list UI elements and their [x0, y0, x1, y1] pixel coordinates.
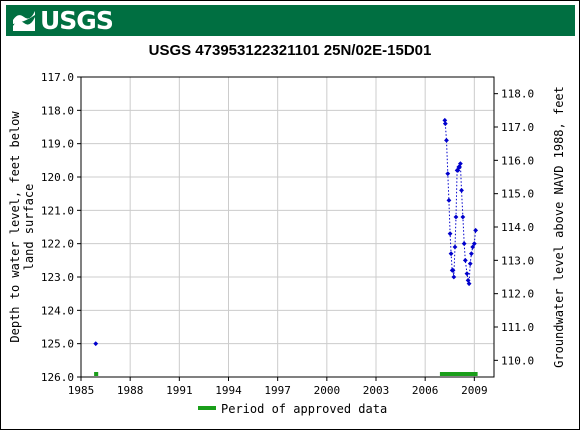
y-right-tick-label: 113.0	[501, 254, 534, 267]
y-right-tick-label: 110.0	[501, 354, 534, 367]
data-point	[453, 214, 459, 220]
usgs-wave-icon	[13, 10, 35, 31]
approved-periods	[94, 372, 478, 376]
grid-lines	[80, 76, 494, 378]
y-right-tick-label: 115.0	[501, 188, 534, 201]
data-point	[459, 187, 464, 193]
y-right-tick-label: 112.0	[501, 288, 534, 301]
data-point	[442, 121, 448, 127]
y-axis-left: 117.0 118.0 119.0 120.0 121.0 122.0 123.0 124.0…	[41, 71, 81, 384]
x-axis: 1985 1988 1991 1994 1997 2000 2003 2006 2009	[68, 377, 488, 397]
data-point	[451, 274, 457, 280]
data-point	[462, 257, 468, 263]
y-left-tick-label: 120.0	[41, 171, 74, 184]
series-line-path	[444, 120, 477, 284]
data-point	[461, 241, 467, 247]
data-points	[93, 117, 479, 347]
legend: Period of approved data	[198, 402, 387, 416]
y-right-tick-label: 111.0	[501, 321, 534, 334]
data-point	[468, 251, 474, 257]
data-point	[450, 267, 456, 273]
x-tick-label: 2009	[461, 384, 488, 397]
y-left-tick-label: 119.0	[41, 138, 74, 151]
axis-labels: Depth to water level, feet below land sur…	[8, 86, 566, 368]
data-point	[458, 161, 463, 167]
x-tick-label: 1997	[264, 384, 291, 397]
data-point	[446, 197, 452, 203]
data-point	[464, 271, 470, 277]
y-left-tick-label: 123.0	[41, 271, 74, 284]
y-left-tick-label: 124.0	[41, 304, 74, 317]
x-tick-label: 1985	[68, 384, 95, 397]
y-left-tick-label: 121.0	[41, 204, 74, 217]
data-point	[445, 171, 451, 177]
y-right-axis-label: Groundwater level above NAVD 1988, feet	[552, 86, 566, 368]
x-tick-label: 1991	[166, 384, 193, 397]
x-tick-label: 2000	[314, 384, 341, 397]
y-left-tick-label: 126.0	[41, 371, 74, 384]
data-point	[471, 241, 477, 247]
data-point	[460, 214, 466, 220]
legend-swatch	[198, 406, 216, 410]
usgs-logo: USGS	[12, 6, 114, 35]
y-right-tick-label: 118.0	[501, 88, 534, 101]
data-point	[93, 341, 99, 347]
data-point	[442, 117, 448, 123]
data-point	[455, 167, 461, 173]
x-tick-label: 1994	[215, 384, 242, 397]
series-line	[444, 120, 477, 284]
y-left-tick-label: 125.0	[41, 338, 74, 351]
y-right-tick-label: 116.0	[501, 154, 534, 167]
data-point	[447, 231, 453, 237]
x-tick-label: 2006	[412, 384, 439, 397]
y-left-tick-label: 117.0	[41, 71, 74, 84]
y-axis-right: 118.0 117.0 116.0 115.0 114.0 113.0 112.0 111.0…	[494, 88, 534, 367]
approved-period-bar	[439, 372, 478, 376]
approved-period-bar	[94, 372, 99, 376]
logo-text: USGS	[40, 6, 114, 35]
y-left-tick-label: 122.0	[41, 238, 74, 251]
usgs-banner: USGS	[6, 5, 575, 36]
y-left-axis-label: Depth to water level, feet below	[8, 111, 22, 343]
data-point	[444, 137, 449, 143]
x-tick-label: 2003	[363, 384, 390, 397]
y-right-tick-label: 117.0	[501, 121, 534, 134]
x-tick-label: 1988	[117, 384, 144, 397]
y-left-tick-label: 118.0	[41, 104, 74, 117]
chart-title: USGS 473953122321101 25N/02E-15D01	[148, 42, 432, 59]
data-point	[457, 164, 462, 170]
data-point	[466, 281, 472, 287]
legend-label: Period of approved data	[221, 402, 387, 416]
data-point	[452, 244, 458, 250]
data-point	[448, 251, 454, 257]
data-point	[467, 261, 473, 267]
y-right-tick-label: 114.0	[501, 221, 534, 234]
plot-area	[80, 76, 495, 378]
data-point	[470, 244, 476, 250]
data-point	[473, 227, 479, 233]
y-left-axis-label-cont: land surface	[22, 184, 36, 271]
